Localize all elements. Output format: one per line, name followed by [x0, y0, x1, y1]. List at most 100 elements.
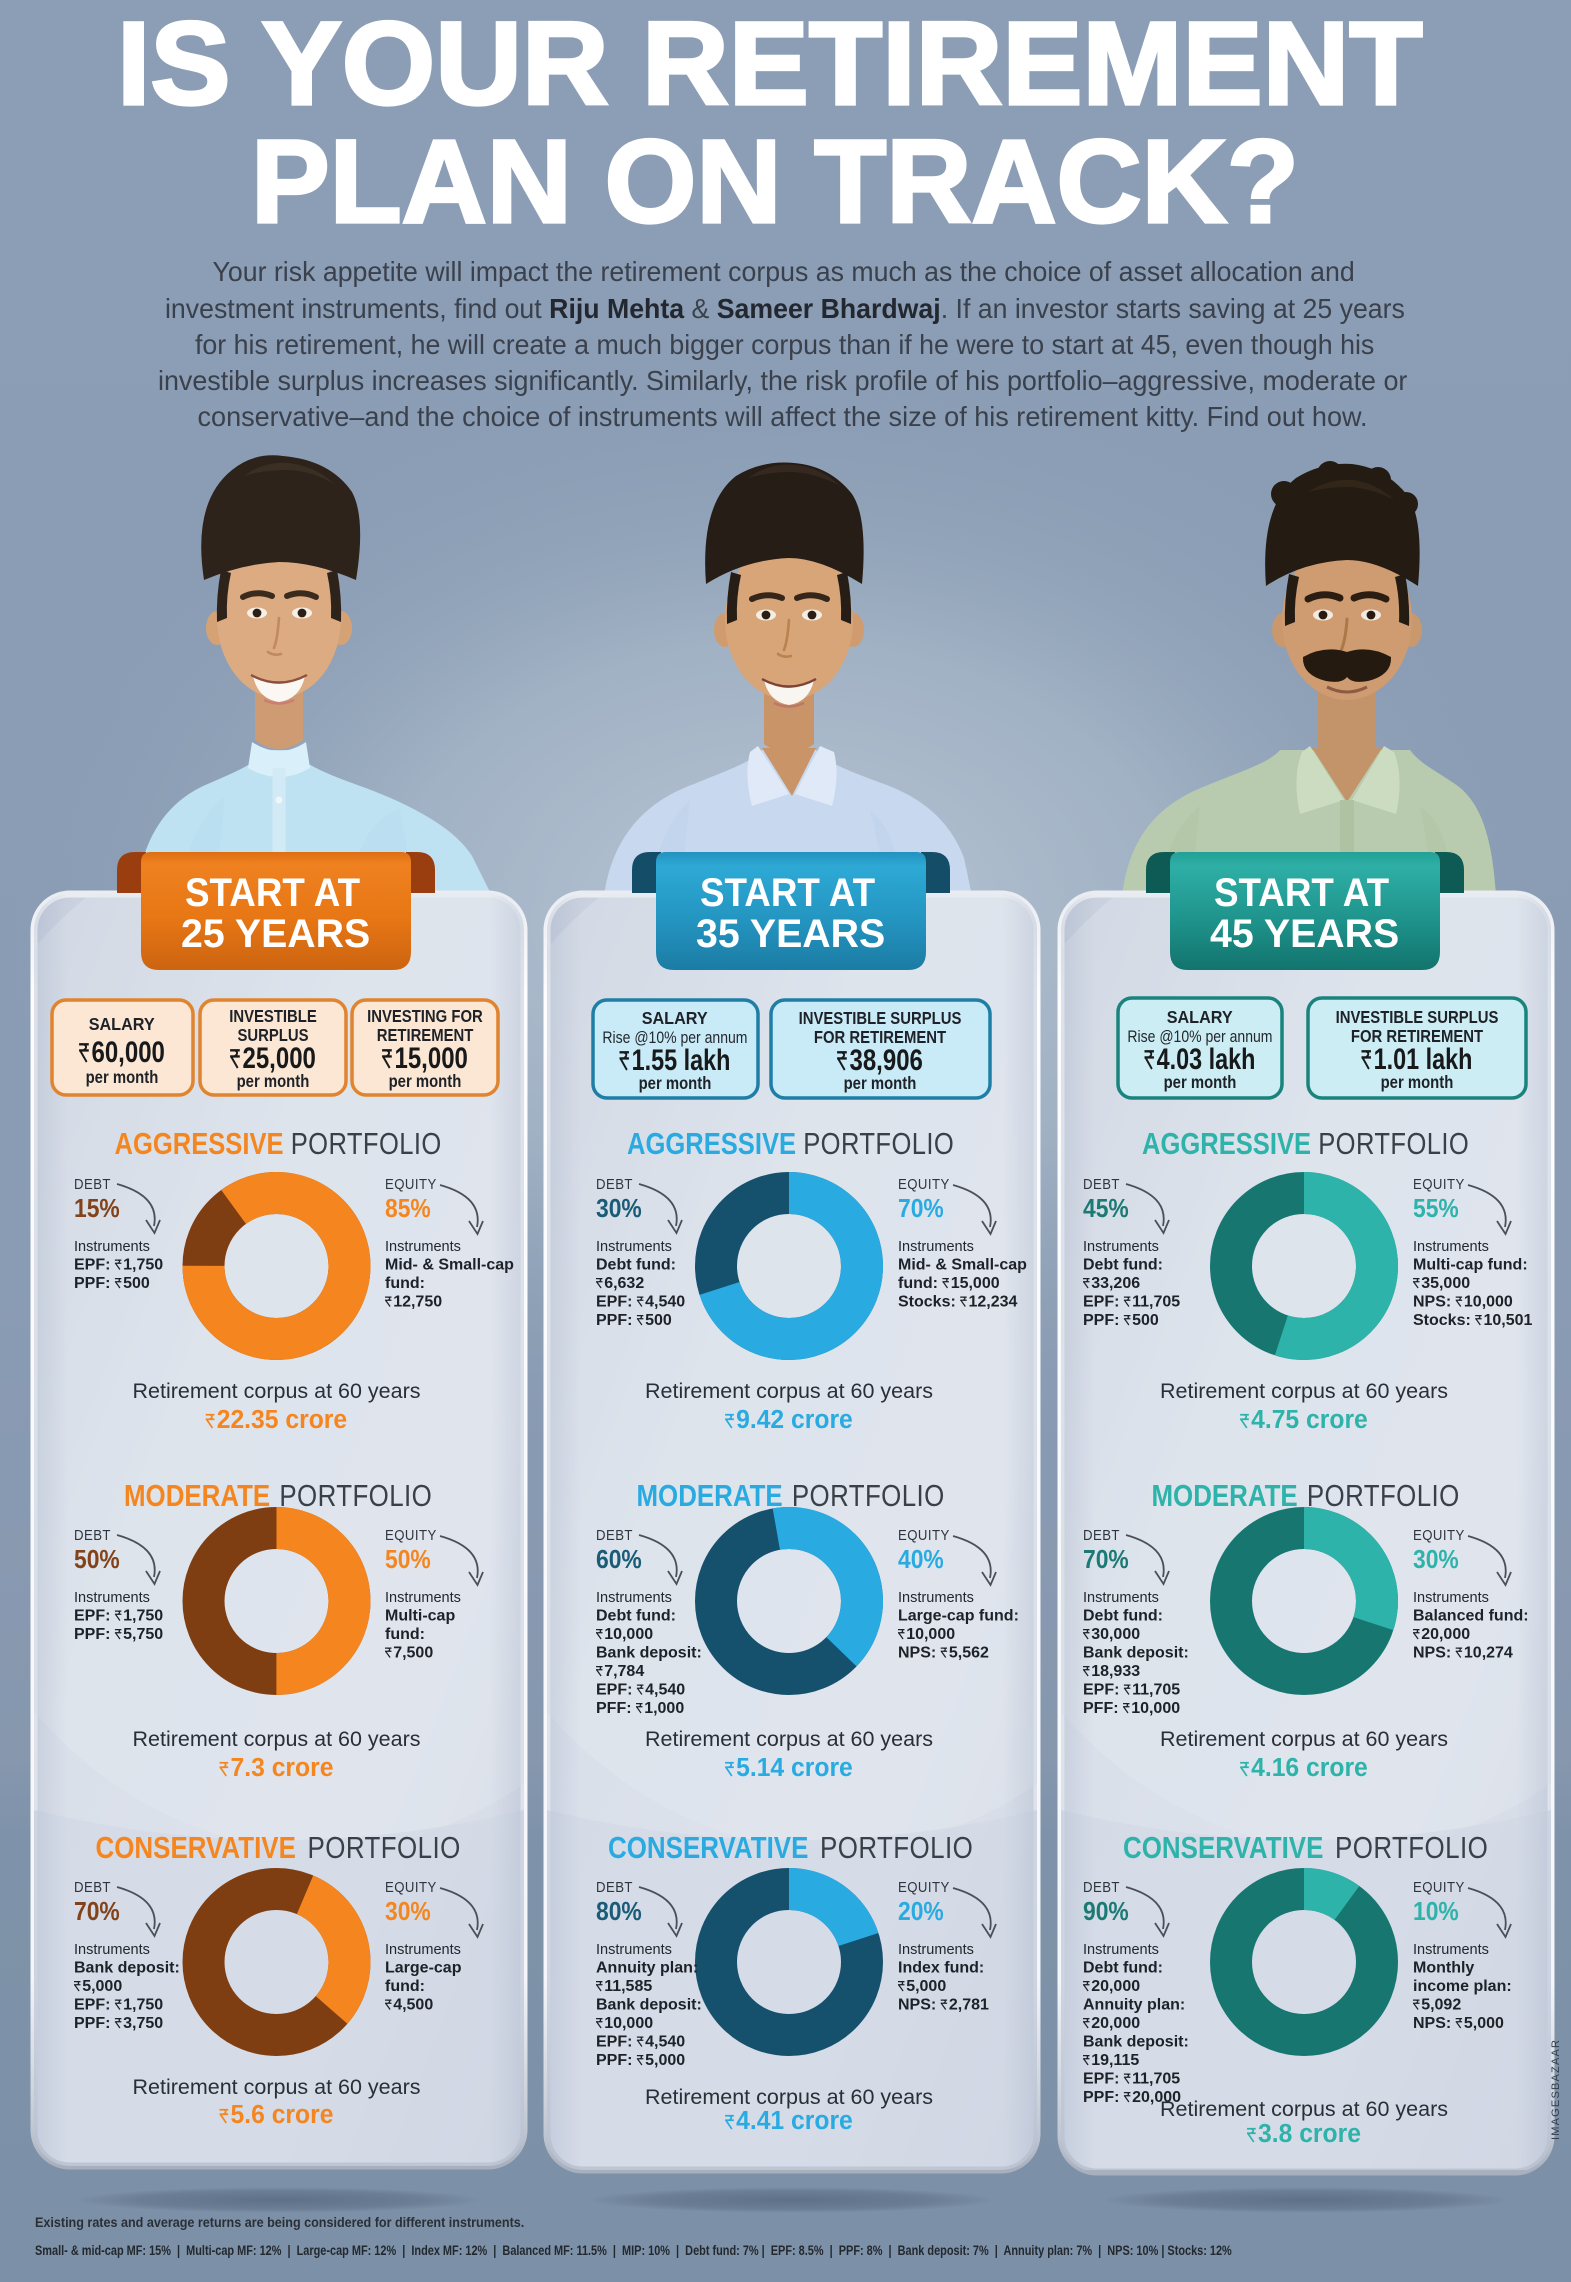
- svg-text:for his retirement, he will cr: for his retirement, he will create a muc…: [195, 328, 1374, 360]
- svg-text:5.6 crore: 5.6 crore: [231, 2100, 334, 2129]
- svg-text:5,000: 5,000: [906, 1978, 946, 1995]
- svg-text:70%: 70%: [1083, 1546, 1129, 1575]
- svg-text:Monthly: Monthly: [1413, 1960, 1474, 1977]
- svg-text:EQUITY: EQUITY: [898, 1526, 950, 1543]
- svg-text:35 YEARS: 35 YEARS: [696, 912, 885, 956]
- svg-text:11,705: 11,705: [1132, 2071, 1180, 2088]
- svg-text:Instruments: Instruments: [385, 1590, 461, 1606]
- svg-text:NPS:: NPS:: [898, 1997, 941, 2014]
- svg-text:Large-cap fund:: Large-cap fund:: [898, 1608, 1019, 1625]
- svg-text:RETIREMENT: RETIREMENT: [377, 1026, 474, 1045]
- svg-text:Instruments: Instruments: [74, 1590, 150, 1606]
- svg-text:2,781: 2,781: [949, 1997, 989, 2014]
- svg-text:PLAN ON TRACK?: PLAN ON TRACK?: [251, 115, 1299, 247]
- svg-text:fund:: fund:: [898, 1275, 942, 1292]
- svg-text:22.35 crore: 22.35 crore: [217, 1405, 347, 1434]
- svg-text:Bank deposit:: Bank deposit:: [1083, 2034, 1189, 2051]
- svg-text:33,206: 33,206: [1091, 1275, 1140, 1292]
- svg-text:Retirement corpus at 60 years: Retirement corpus at 60 years: [133, 1379, 421, 1403]
- svg-text:EPF:: EPF:: [1083, 1682, 1124, 1699]
- svg-text:START AT: START AT: [185, 871, 361, 916]
- svg-text:Retirement corpus at 60 years: Retirement corpus at 60 years: [1160, 1379, 1448, 1403]
- svg-text:45 YEARS: 45 YEARS: [1210, 912, 1399, 956]
- svg-text:MODERATE: MODERATE: [637, 1479, 783, 1514]
- svg-text:1.01 lakh: 1.01 lakh: [1374, 1042, 1473, 1075]
- svg-text:Debt fund:: Debt fund:: [1083, 1257, 1163, 1274]
- svg-text:5,562: 5,562: [949, 1645, 989, 1662]
- svg-text:SALARY: SALARY: [642, 1008, 709, 1028]
- svg-text:EQUITY: EQUITY: [385, 1175, 437, 1192]
- svg-text:EQUITY: EQUITY: [1413, 1878, 1465, 1895]
- svg-text:Balanced fund:: Balanced fund:: [1413, 1608, 1529, 1625]
- svg-text:11,705: 11,705: [1132, 1682, 1180, 1699]
- svg-text:INVESTIBLE SURPLUS: INVESTIBLE SURPLUS: [799, 1009, 962, 1028]
- svg-text:Multi-cap: Multi-cap: [385, 1608, 455, 1625]
- svg-text:70%: 70%: [898, 1195, 944, 1224]
- svg-text:Instruments: Instruments: [385, 1239, 461, 1255]
- svg-text:7.3 crore: 7.3 crore: [231, 1753, 334, 1782]
- svg-text:11,705: 11,705: [1132, 1294, 1180, 1311]
- svg-text:Bank deposit:: Bank deposit:: [596, 1997, 702, 2014]
- svg-text:PORTFOLIO: PORTFOLIO: [291, 1127, 442, 1162]
- svg-text:19,115: 19,115: [1091, 2052, 1139, 2069]
- svg-text:30%: 30%: [385, 1898, 431, 1927]
- svg-text:1,750: 1,750: [123, 1608, 163, 1625]
- svg-text:5.14 crore: 5.14 crore: [736, 1753, 853, 1782]
- svg-text:PORTFOLIO: PORTFOLIO: [279, 1479, 432, 1514]
- svg-text:10,274: 10,274: [1464, 1645, 1513, 1662]
- svg-text:4.16 crore: 4.16 crore: [1251, 1753, 1368, 1782]
- svg-text:20,000: 20,000: [1091, 1978, 1140, 1995]
- svg-text:35,000: 35,000: [1421, 1275, 1470, 1292]
- svg-text:30%: 30%: [1413, 1546, 1459, 1575]
- svg-text:per month: per month: [844, 1074, 917, 1093]
- svg-text:NPS:: NPS:: [898, 1645, 941, 1662]
- svg-text:income plan:: income plan:: [1413, 1978, 1512, 1995]
- svg-text:Instruments: Instruments: [74, 1239, 150, 1255]
- svg-text:PORTFOLIO: PORTFOLIO: [308, 1831, 461, 1866]
- svg-text:15%: 15%: [74, 1195, 120, 1224]
- svg-text:AGGRESSIVE: AGGRESSIVE: [1142, 1127, 1311, 1162]
- svg-text:DEBT: DEBT: [1083, 1175, 1120, 1192]
- svg-text:Instruments: Instruments: [1083, 1942, 1159, 1958]
- svg-text:Instruments: Instruments: [385, 1942, 461, 1958]
- svg-text:PPF:: PPF:: [74, 2015, 115, 2032]
- svg-text:PPF:: PPF:: [596, 2052, 637, 2069]
- svg-text:Your risk appetite will impact: Your risk appetite will impact the retir…: [213, 255, 1355, 287]
- svg-text:INVESTING FOR: INVESTING FOR: [367, 1007, 483, 1026]
- svg-text:START AT: START AT: [700, 871, 876, 916]
- svg-text:PORTFOLIO: PORTFOLIO: [792, 1479, 945, 1514]
- svg-text:PORTFOLIO: PORTFOLIO: [1307, 1479, 1460, 1514]
- svg-text:Debt fund:: Debt fund:: [1083, 1960, 1163, 1977]
- svg-text:EQUITY: EQUITY: [385, 1526, 437, 1543]
- svg-text:AGGRESSIVE: AGGRESSIVE: [115, 1127, 284, 1162]
- svg-text:PPF:: PPF:: [1083, 1312, 1124, 1329]
- svg-text:4.75 crore: 4.75 crore: [1251, 1405, 1368, 1434]
- svg-text:Retirement corpus at 60 years: Retirement corpus at 60 years: [1160, 2097, 1448, 2121]
- svg-text:Bank deposit:: Bank deposit:: [1083, 1645, 1189, 1662]
- svg-text:Instruments: Instruments: [1413, 1942, 1489, 1958]
- svg-text:1,000: 1,000: [644, 1700, 684, 1717]
- svg-text:Bank deposit:: Bank deposit:: [74, 1960, 180, 1977]
- svg-text:&: &: [684, 292, 717, 324]
- svg-text:85%: 85%: [385, 1195, 431, 1224]
- svg-text:Retirement corpus at 60 years: Retirement corpus at 60 years: [1160, 1727, 1448, 1751]
- svg-text:Retirement corpus at 60 years: Retirement corpus at 60 years: [133, 1727, 421, 1751]
- svg-text:500: 500: [645, 1312, 672, 1329]
- svg-text:12,234: 12,234: [969, 1294, 1018, 1311]
- svg-text:90%: 90%: [1083, 1898, 1129, 1927]
- svg-text:PORTFOLIO: PORTFOLIO: [1335, 1831, 1488, 1866]
- svg-text:fund:: fund:: [385, 1626, 425, 1643]
- svg-text:EPF:: EPF:: [74, 1257, 115, 1274]
- svg-text:6,632: 6,632: [604, 1275, 644, 1292]
- svg-text:INVESTIBLE SURPLUS: INVESTIBLE SURPLUS: [1336, 1008, 1499, 1027]
- svg-text:Instruments: Instruments: [596, 1239, 672, 1255]
- svg-text:Stocks:: Stocks:: [898, 1294, 960, 1311]
- svg-text:fund:: fund:: [385, 1275, 425, 1292]
- svg-text:MODERATE: MODERATE: [1152, 1479, 1298, 1514]
- svg-text:conservative–and the choice of: conservative–and the choice of instrumen…: [198, 401, 1368, 433]
- svg-text:10,000: 10,000: [1131, 1700, 1180, 1717]
- svg-text:EQUITY: EQUITY: [1413, 1526, 1465, 1543]
- svg-text:fund:: fund:: [385, 1978, 425, 1995]
- svg-text:START AT: START AT: [1214, 871, 1390, 916]
- svg-text:CONSERVATIVE: CONSERVATIVE: [608, 1831, 808, 1866]
